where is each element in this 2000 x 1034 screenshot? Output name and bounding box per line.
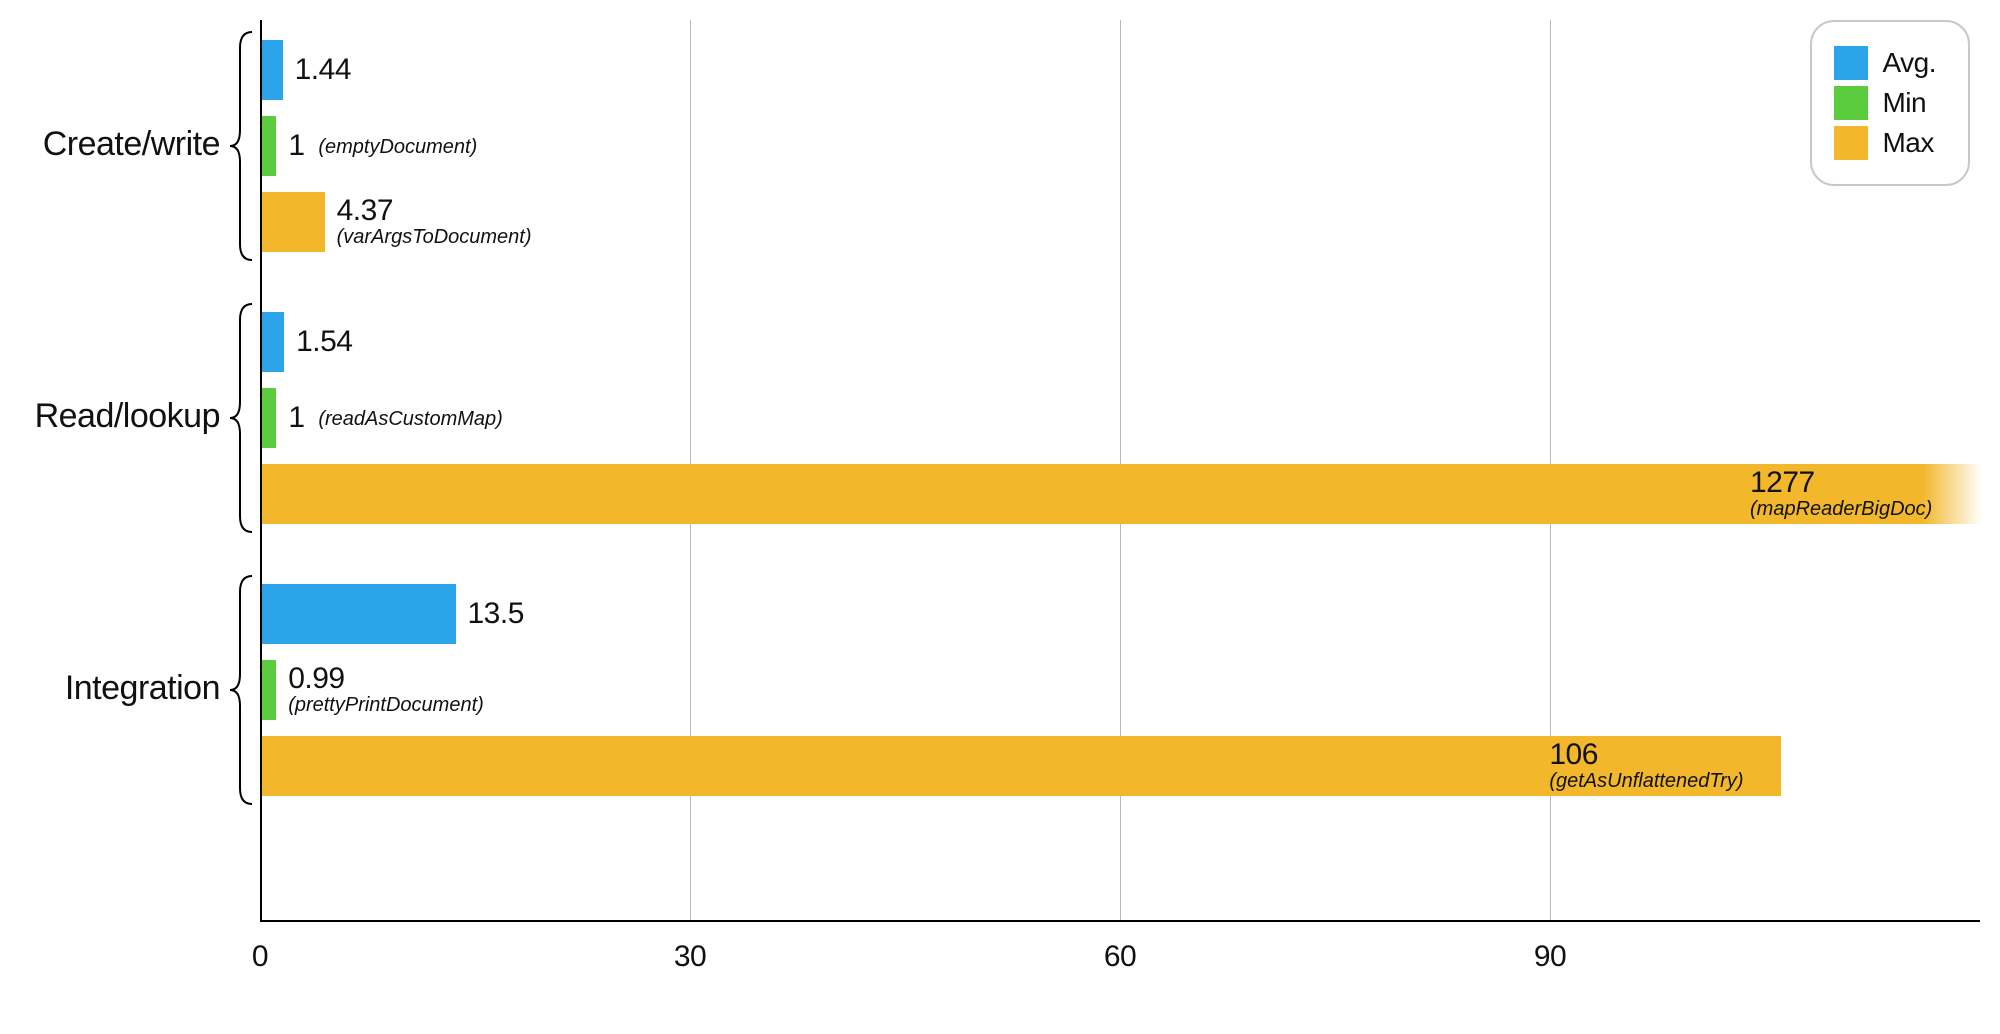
bar-value-note: (varArgsToDocument) xyxy=(337,226,532,249)
x-tick-label: 0 xyxy=(252,940,268,974)
bar-min xyxy=(262,660,276,720)
legend-item-avg: Avg. xyxy=(1834,46,1936,80)
bar-value-label: 0.99 xyxy=(288,662,344,696)
bar-value-label: 1277 xyxy=(1750,466,1815,500)
bar-value-note: (emptyDocument) xyxy=(318,136,477,159)
legend-label-avg: Avg. xyxy=(1882,47,1936,79)
legend-item-min: Min xyxy=(1834,86,1936,120)
bar-value-label: 13.5 xyxy=(468,597,524,631)
bar-value-note: (mapReaderBigDoc) xyxy=(1750,498,1932,521)
bar-value-note: (readAsCustomMap) xyxy=(318,408,503,431)
bar-avg xyxy=(262,312,284,372)
group-label: Integration xyxy=(0,669,220,708)
x-tick-label: 60 xyxy=(1104,940,1136,974)
bar-value-label: 1 xyxy=(288,401,304,435)
legend-label-min: Min xyxy=(1882,87,1926,119)
bar-avg xyxy=(262,584,456,644)
bar-value-label: 1.54 xyxy=(296,325,352,359)
bar-value-label: 1.44 xyxy=(295,53,351,87)
bar-max xyxy=(262,464,1982,524)
legend-item-max: Max xyxy=(1834,126,1936,160)
legend: Avg. Min Max xyxy=(1810,20,1970,186)
bar-avg xyxy=(262,40,283,100)
group-brace xyxy=(226,30,256,262)
bar-min xyxy=(262,388,276,448)
group-label: Create/write xyxy=(0,125,220,164)
bar-value-note: (prettyPrintDocument) xyxy=(288,694,484,717)
bar-max xyxy=(262,192,325,252)
group-brace xyxy=(226,574,256,806)
x-tick-label: 30 xyxy=(674,940,706,974)
bar-min xyxy=(262,116,276,176)
legend-swatch-min xyxy=(1834,86,1868,120)
group-brace xyxy=(226,302,256,534)
legend-swatch-max xyxy=(1834,126,1868,160)
group-label: Read/lookup xyxy=(0,397,220,436)
legend-label-max: Max xyxy=(1882,127,1933,159)
x-axis-line xyxy=(260,920,1980,922)
legend-swatch-avg xyxy=(1834,46,1868,80)
bar-value-label: 4.37 xyxy=(337,194,393,228)
bar-value-label: 106 xyxy=(1549,738,1598,772)
benchmark-bar-chart: 0 30 60 90 Create/write Read/lookup Integrati… xyxy=(0,0,2000,1034)
bar-value-note: (getAsUnflattenedTry) xyxy=(1549,770,1743,793)
bar-value-label: 1 xyxy=(288,129,304,163)
x-tick-label: 90 xyxy=(1534,940,1566,974)
